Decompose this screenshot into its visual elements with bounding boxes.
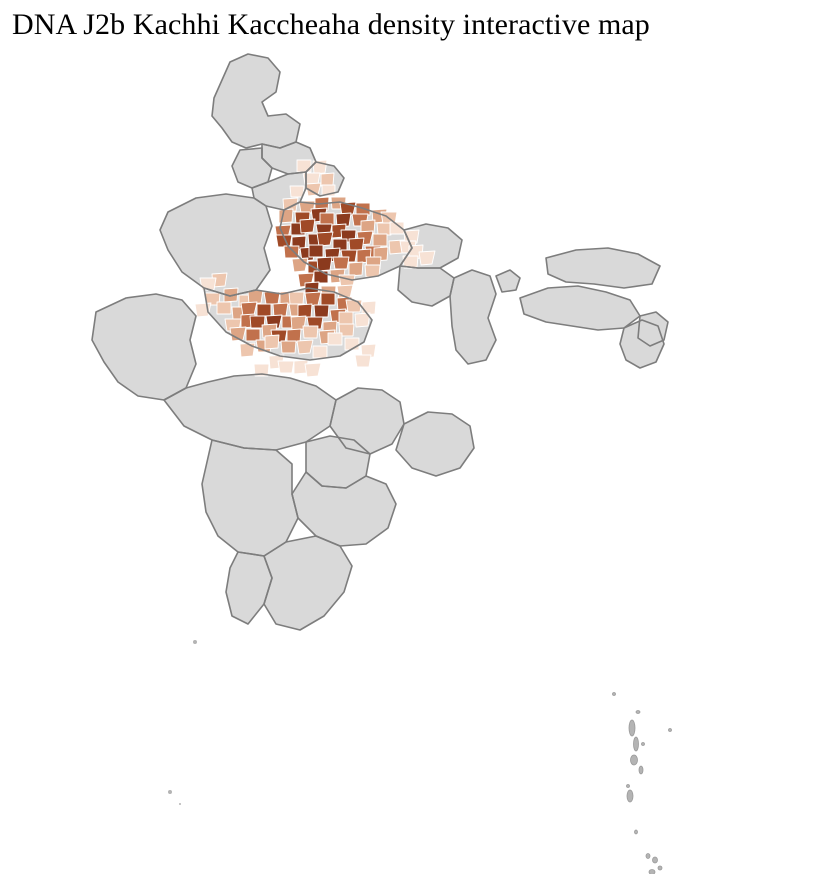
map-region-as[interactable] (520, 286, 640, 330)
district-cell[interactable] (217, 302, 231, 314)
district-cell[interactable] (328, 333, 342, 345)
district-cell[interactable] (284, 246, 299, 258)
island-shape (631, 755, 638, 765)
map-region-gj[interactable] (92, 294, 196, 400)
island-shape (629, 720, 635, 736)
state-border (638, 312, 668, 346)
district-cell[interactable] (265, 335, 279, 349)
india-choropleth-svg[interactable] (0, 44, 824, 874)
district-cell[interactable] (314, 305, 329, 317)
map-region-tn[interactable] (264, 536, 352, 630)
district-cell[interactable] (317, 232, 333, 246)
island-shape (635, 830, 638, 834)
district-cell[interactable] (377, 223, 392, 235)
island-shape (646, 854, 650, 859)
district-cell[interactable] (317, 257, 332, 271)
district-cell[interactable] (305, 363, 321, 377)
island-speck (193, 640, 197, 644)
district-cell[interactable] (292, 258, 308, 272)
state-border (160, 194, 272, 296)
district-cell[interactable] (404, 230, 419, 244)
island-shape (613, 693, 616, 696)
district-cell[interactable] (240, 343, 255, 357)
district-cell[interactable] (230, 327, 246, 341)
island-shape (653, 857, 658, 863)
district-cell[interactable] (297, 340, 313, 354)
district-cell[interactable] (200, 278, 216, 290)
state-border (620, 320, 664, 368)
state-border (204, 288, 372, 360)
district-cell[interactable] (309, 245, 323, 257)
state-border (546, 248, 660, 288)
island-shape (636, 711, 640, 714)
district-cell[interactable] (290, 186, 304, 197)
district-cell[interactable] (365, 265, 380, 277)
state-border (450, 270, 496, 364)
district-cell[interactable] (281, 341, 296, 353)
district-cell[interactable] (339, 312, 353, 324)
district-cell[interactable] (339, 324, 354, 336)
district-cell[interactable] (313, 346, 327, 358)
state-border (496, 270, 520, 292)
district-cell[interactable] (303, 326, 318, 338)
district-cell[interactable] (373, 234, 387, 246)
district-cell[interactable] (349, 262, 363, 276)
district-cell[interactable] (195, 303, 211, 317)
island-speck (179, 803, 181, 805)
district-cell[interactable] (278, 361, 294, 373)
district-cell[interactable] (320, 213, 334, 225)
island-layer (168, 640, 672, 874)
island-shape (639, 766, 643, 774)
state-border (264, 536, 352, 630)
state-border (92, 294, 196, 400)
district-cell[interactable] (336, 213, 351, 227)
state-border (400, 224, 462, 268)
district-cell[interactable] (361, 344, 376, 358)
district-cell[interactable] (419, 251, 435, 265)
state-border-layer (92, 54, 668, 630)
district-cell[interactable] (355, 355, 371, 367)
island-shape (669, 729, 672, 732)
map-region-jk[interactable] (212, 54, 300, 148)
island-shape (634, 737, 639, 751)
district-cell[interactable] (361, 220, 375, 234)
island-shape (649, 870, 655, 874)
map-canvas[interactable] (0, 44, 824, 874)
district-cell[interactable] (355, 313, 370, 327)
island-shape (627, 785, 630, 788)
district-cell[interactable] (289, 292, 304, 304)
district-cell[interactable] (300, 219, 315, 233)
island-shape (658, 866, 662, 870)
district-layer[interactable] (92, 54, 668, 630)
state-border (306, 162, 344, 196)
district-cell[interactable] (246, 329, 260, 341)
district-cell[interactable] (321, 173, 334, 186)
state-border (396, 412, 474, 476)
district-cell[interactable] (297, 160, 311, 172)
island-shape (642, 743, 645, 746)
state-border (520, 286, 640, 330)
district-cell[interactable] (314, 271, 328, 283)
island-shape (627, 790, 633, 802)
district-cell[interactable] (346, 300, 362, 312)
district-cell[interactable] (254, 364, 269, 376)
district-cell[interactable] (321, 293, 335, 305)
district-cell[interactable] (333, 257, 349, 269)
district-cell[interactable] (257, 304, 271, 316)
island-speck (168, 790, 172, 794)
page-title: DNA J2b Kachhi Kaccheaha density interac… (12, 8, 650, 41)
